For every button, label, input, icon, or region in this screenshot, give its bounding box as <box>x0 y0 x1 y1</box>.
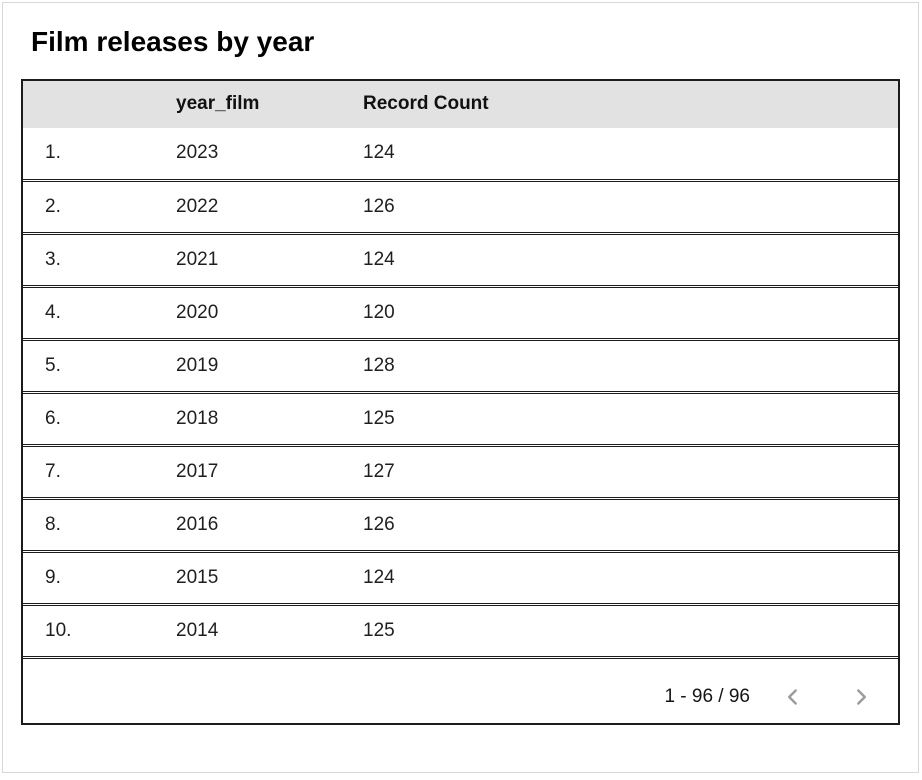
table-row: 2. 2022 126 <box>23 180 898 233</box>
cell-record-count: 126 <box>363 195 395 217</box>
table-row: 7. 2017 127 <box>23 445 898 498</box>
pagination-next-button[interactable] <box>846 682 876 712</box>
cell-record-count: 124 <box>363 566 395 588</box>
cell-year-film: 2020 <box>176 301 219 323</box>
cell-record-count: 124 <box>363 248 395 270</box>
header-cell-record-count[interactable]: Record Count <box>363 93 489 115</box>
row-index: 9. <box>45 566 61 588</box>
header-cell-year-film[interactable]: year_film <box>176 93 260 115</box>
cell-year-film: 2018 <box>176 407 219 429</box>
row-index: 10. <box>45 619 72 641</box>
cell-year-film: 2021 <box>176 248 219 270</box>
chevron-left-icon <box>788 688 797 705</box>
table-row: 9. 2015 124 <box>23 551 898 604</box>
table-row: 5. 2019 128 <box>23 339 898 392</box>
chevron-right-icon <box>857 688 866 705</box>
cell-year-film: 2016 <box>176 513 219 535</box>
table-header-row: year_film Record Count <box>23 80 898 128</box>
row-index: 7. <box>45 460 61 482</box>
cell-year-film: 2022 <box>176 195 219 217</box>
row-index: 5. <box>45 354 61 376</box>
row-index: 8. <box>45 513 61 535</box>
cell-year-film: 2015 <box>176 566 219 588</box>
table-row: 8. 2016 126 <box>23 498 898 551</box>
cell-year-film: 2019 <box>176 354 219 376</box>
pagination-range-label: 1 - 96 / 96 <box>664 685 750 707</box>
table-body: 1. 2023 124 2. 2022 126 3. 2021 124 4. 2… <box>23 127 898 657</box>
cell-year-film: 2017 <box>176 460 219 482</box>
row-index: 3. <box>45 248 61 270</box>
cell-record-count: 125 <box>363 407 395 429</box>
cell-year-film: 2014 <box>176 619 219 641</box>
table-row: 10. 2014 125 <box>23 604 898 657</box>
cell-record-count: 125 <box>363 619 395 641</box>
row-index: 6. <box>45 407 61 429</box>
table-row: 1. 2023 124 <box>23 127 898 180</box>
cell-record-count: 127 <box>363 460 395 482</box>
cell-record-count: 126 <box>363 513 395 535</box>
cell-record-count: 128 <box>363 354 395 376</box>
row-index: 4. <box>45 301 61 323</box>
row-index: 2. <box>45 195 61 217</box>
page-title: Film releases by year <box>31 26 315 57</box>
table-row: 3. 2021 124 <box>23 233 898 286</box>
pagination-prev-button[interactable] <box>778 682 808 712</box>
data-table: year_film Record Count 1. 2023 124 2. 20… <box>21 78 900 725</box>
table-row: 4. 2020 120 <box>23 286 898 339</box>
cell-record-count: 124 <box>363 142 395 164</box>
row-index: 1. <box>45 142 61 164</box>
table-row: 6. 2018 125 <box>23 392 898 445</box>
cell-year-film: 2023 <box>176 142 219 164</box>
cell-record-count: 120 <box>363 301 395 323</box>
table-footer: 1 - 96 / 96 <box>23 657 898 723</box>
